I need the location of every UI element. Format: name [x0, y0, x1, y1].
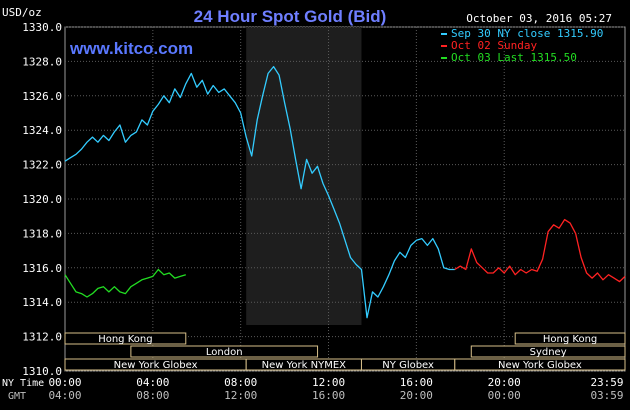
session-bar [470, 345, 626, 358]
x-tick-label-ny: 08:00 [224, 376, 257, 389]
y-tick-label: 1328.0 [22, 55, 62, 68]
series-line [454, 218, 626, 283]
session-bar [130, 345, 319, 358]
x-tick-label-ny: 12:00 [312, 376, 345, 389]
session-bar [454, 358, 626, 371]
legend-entry: Oct 02 Sunday [451, 39, 537, 52]
y-tick-label: 1324.0 [22, 124, 62, 137]
series-line [64, 65, 455, 319]
y-tick-label: 1310.0 [22, 365, 62, 378]
y-tick-label: 1316.0 [22, 262, 62, 275]
session-bar [64, 332, 187, 345]
y-axis-label: USD/oz [2, 6, 42, 19]
y-tick-label: 1314.0 [22, 296, 62, 309]
x-tick-label-gmt: 03:59 [590, 389, 623, 402]
y-tick-label: 1312.0 [22, 331, 62, 344]
x-tick-label-ny: 04:00 [136, 376, 169, 389]
session-label: New York NYMEX [262, 360, 347, 371]
session-label: New York Globex [498, 360, 582, 371]
y-tick-label: 1330.0 [22, 21, 62, 34]
watermark-url: www.kitco.com [69, 39, 193, 58]
x-tick-label-gmt: 00:00 [488, 389, 521, 402]
y-tick-label: 1326.0 [22, 90, 62, 103]
x-row-label-ny: NY Time [2, 378, 44, 389]
session-label: Hong Kong [543, 334, 597, 345]
price-series [64, 65, 626, 319]
legend-entry: Sep 30 NY close 1315.90 [451, 27, 603, 40]
y-tick-label: 1320.0 [22, 193, 62, 206]
y-tick-label: 1322.0 [22, 159, 62, 172]
x-tick-label-ny: 20:00 [488, 376, 521, 389]
x-tick-label-gmt: 04:00 [48, 389, 81, 402]
x-row-label-gmt: GMT [8, 391, 26, 402]
x-tick-label-ny: 23:59 [590, 376, 623, 389]
legend-entry: Oct 03 Last 1315.50 [451, 51, 577, 64]
y-axis-ticks: 1310.0 1312.0 1314.0 1316.0 1318.0 1320.0 1322… [22, 21, 62, 378]
x-tick-label-gmt: 12:00 [224, 389, 257, 402]
session-label: New York Globex [114, 360, 198, 371]
session-label: Hong Kong [98, 334, 152, 345]
session-bars: Hong Kong Hong Kong London Sydney New York G… [64, 332, 626, 371]
x-tick-label-gmt: 08:00 [136, 389, 169, 402]
y-tick-label: 1318.0 [22, 227, 62, 240]
chart-title: 24 Hour Spot Gold (Bid) [194, 7, 387, 26]
x-axis-ticks: 00:0004:0004:0008:0008:0012:0012:0016:00… [48, 376, 623, 402]
x-tick-label-gmt: 20:00 [400, 389, 433, 402]
x-tick-label-gmt: 16:00 [312, 389, 345, 402]
session-label: London [206, 347, 243, 358]
series-line [64, 268, 186, 298]
timestamp: October 03, 2016 05:27 [466, 12, 612, 25]
session-bar [514, 332, 626, 345]
x-tick-label-ny: 00:00 [48, 376, 81, 389]
x-tick-label-ny: 16:00 [400, 376, 433, 389]
session-label: NY Globex [382, 360, 434, 371]
session-label: Sydney [530, 347, 567, 358]
